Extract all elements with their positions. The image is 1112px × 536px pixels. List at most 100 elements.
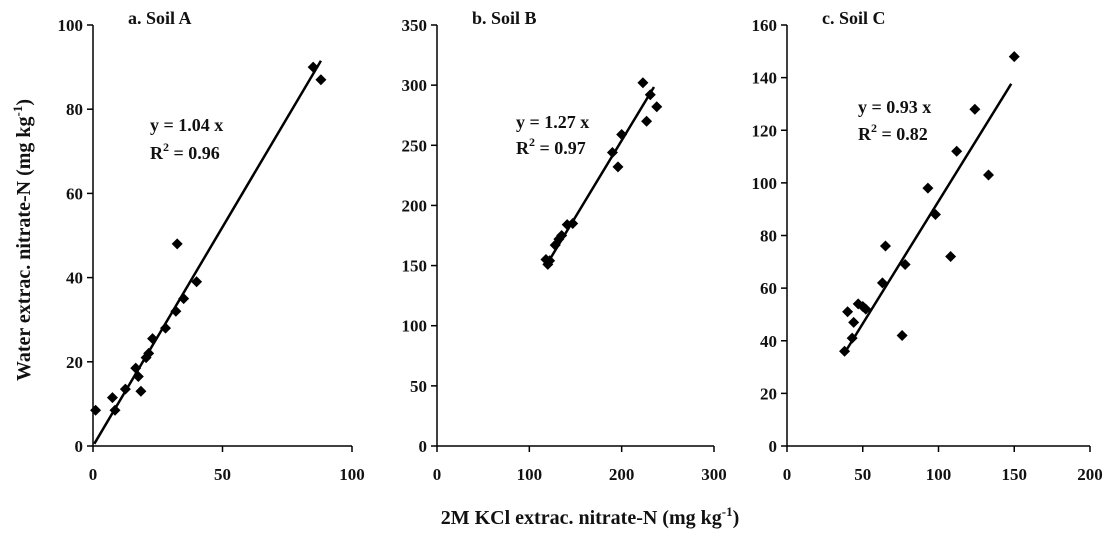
- regression-equation: y = 0.93 x: [858, 97, 931, 117]
- y-tick-label: 0: [769, 437, 778, 456]
- data-point: [106, 392, 118, 404]
- x-tick-label: 100: [926, 465, 952, 484]
- data-point: [839, 345, 851, 357]
- x-tick-label: 0: [89, 465, 98, 484]
- y-tick-label: 40: [66, 269, 83, 288]
- data-point: [567, 217, 579, 229]
- panel-title: b. Soil B: [472, 8, 537, 28]
- data-point: [143, 347, 155, 359]
- y-tick-label: 300: [402, 76, 428, 95]
- data-point: [922, 182, 934, 194]
- regression-line: [843, 83, 1013, 354]
- data-point: [130, 362, 142, 374]
- data-point: [135, 385, 147, 397]
- panel-2: 0 50 100 150 200 250 300 350 0 100 200 300 b. Soil B…: [402, 8, 727, 484]
- x-tick-label: 300: [701, 465, 727, 484]
- data-point: [860, 303, 872, 315]
- y-tick-label: 0: [419, 437, 428, 456]
- data-point: [315, 74, 327, 86]
- data-point: [982, 169, 994, 181]
- panel-3: 0 20 40 60 80 100 120 140 160 0 50 100 150 200 c. Soil…: [752, 8, 1103, 484]
- y-tick-label: 60: [66, 184, 83, 203]
- data-point: [929, 208, 941, 220]
- y-tick-label: 0: [75, 437, 84, 456]
- r-squared-label: R2 = 0.97: [516, 135, 586, 158]
- data-point: [178, 293, 190, 305]
- y-tick-label: 250: [402, 136, 428, 155]
- data-point: [896, 329, 908, 341]
- x-tick-label: 100: [517, 465, 543, 484]
- x-tick-label: 200: [609, 465, 635, 484]
- y-tick-label: 80: [66, 100, 83, 119]
- data-point: [544, 255, 556, 267]
- x-tick-label: 0: [433, 465, 442, 484]
- x-axis-label-close: ): [733, 507, 740, 529]
- data-point: [616, 128, 628, 140]
- data-point: [606, 147, 618, 159]
- y-tick-label: 20: [760, 384, 777, 403]
- y-tick-label: 200: [402, 196, 428, 215]
- data-point: [132, 371, 144, 383]
- data-point: [951, 145, 963, 157]
- data-point: [147, 333, 159, 345]
- y-axis-label-close: ): [13, 99, 35, 106]
- y-axis-label: Water extrac. nitrate-N (mg kg-1): [10, 99, 35, 381]
- x-tick-label: 200: [1077, 465, 1103, 484]
- panel-1: 0 20 40 60 80 100 0 50 100 a. Soil A y = 1.04 x R2 …: [58, 8, 365, 484]
- x-tick-label: 100: [339, 465, 365, 484]
- y-axis-label-superscript: -1: [10, 106, 25, 117]
- r-squared-exponent: 2: [871, 121, 877, 135]
- y-tick-label: 100: [752, 174, 778, 193]
- r-squared-symbol: R: [150, 143, 164, 163]
- regression-equation: y = 1.04 x: [150, 115, 223, 135]
- y-tick-label: 350: [402, 16, 428, 35]
- data-point: [899, 258, 911, 270]
- regression-equation: y = 1.27 x: [516, 112, 589, 132]
- y-tick-label: 50: [410, 377, 427, 396]
- x-tick-label: 0: [783, 465, 792, 484]
- x-tick-label: 50: [214, 465, 231, 484]
- data-point: [651, 101, 663, 113]
- r-squared-exponent: 2: [163, 140, 169, 154]
- x-axis-label-superscript: -1: [722, 504, 733, 519]
- y-tick-label: 40: [760, 332, 777, 351]
- data-point: [191, 276, 203, 288]
- data-point: [848, 316, 860, 328]
- data-point: [641, 115, 653, 127]
- x-tick-label: 50: [854, 465, 871, 484]
- data-point: [969, 103, 981, 115]
- y-tick-label: 120: [752, 121, 778, 140]
- data-point: [90, 404, 102, 416]
- data-point: [612, 161, 624, 173]
- data-point: [876, 277, 888, 289]
- panel-title: a. Soil A: [128, 8, 192, 28]
- y-axis-label-text: Water extrac. nitrate-N (mg kg: [13, 116, 35, 381]
- r-squared-label: R2 = 0.82: [858, 121, 928, 144]
- r-squared-value: = 0.82: [877, 124, 928, 144]
- data-point: [879, 240, 891, 252]
- y-tick-label: 60: [760, 279, 777, 298]
- r-squared-value: = 0.96: [169, 143, 220, 163]
- data-point: [307, 61, 319, 73]
- regression-line: [93, 60, 322, 445]
- x-tick-label: 150: [1002, 465, 1028, 484]
- data-point: [170, 305, 182, 317]
- data-point: [119, 383, 131, 395]
- r-squared-symbol: R: [858, 124, 872, 144]
- r-squared-symbol: R: [516, 138, 530, 158]
- x-axis-label-text: 2M KCl extrac. nitrate-N (mg kg: [441, 507, 722, 529]
- y-tick-label: 160: [752, 16, 778, 35]
- data-point: [109, 404, 121, 416]
- data-point: [556, 230, 568, 241]
- r-squared-label: R2 = 0.96: [150, 140, 220, 163]
- data-point: [171, 238, 183, 250]
- y-tick-label: 140: [752, 69, 778, 88]
- data-point: [945, 251, 957, 263]
- data-point: [160, 322, 172, 334]
- y-tick-label: 80: [760, 227, 777, 246]
- r-squared-exponent: 2: [529, 135, 535, 149]
- r-squared-value: = 0.97: [535, 138, 586, 158]
- panel-title: c. Soil C: [822, 8, 886, 28]
